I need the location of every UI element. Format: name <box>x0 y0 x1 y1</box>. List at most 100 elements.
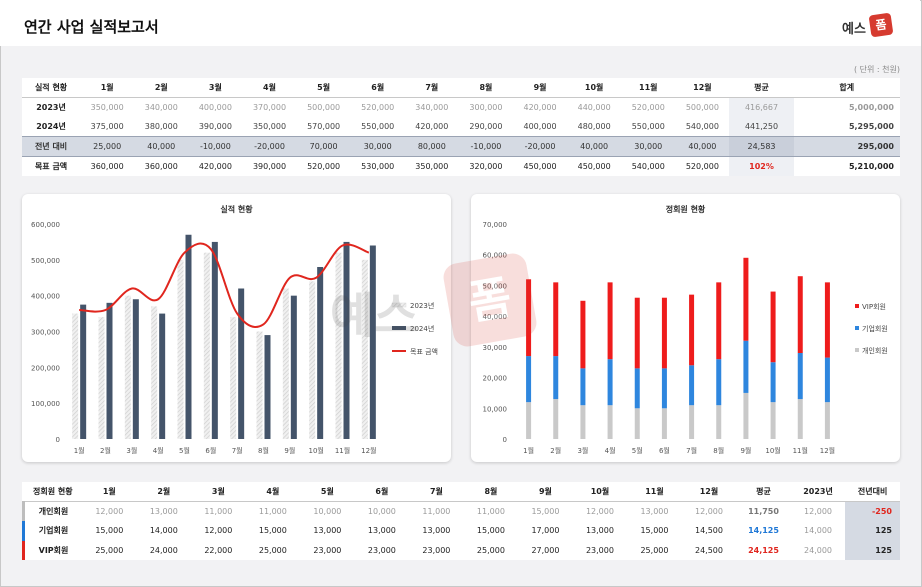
table-cell: 40,000 <box>134 136 189 157</box>
stacked-bar-segment <box>824 402 830 439</box>
stacked-bar-segment <box>607 405 613 439</box>
bar-2024 <box>264 335 271 439</box>
table-cell: 300,000 <box>469 103 503 112</box>
x-tick-label: 12월 <box>820 446 835 455</box>
stacked-bar-segment <box>770 291 776 363</box>
yoy-cell: 125 <box>845 540 900 560</box>
x-tick-label: 10월 <box>308 446 323 455</box>
member-header-cell: 9월 <box>518 482 573 502</box>
table-cell: 570,000 <box>307 122 341 131</box>
stacked-bar-segment <box>607 359 613 406</box>
stacked-bar-segment <box>797 276 803 353</box>
stacked-bar-segment <box>661 297 667 369</box>
x-tick-label: 1월 <box>523 446 534 455</box>
bar-2024 <box>106 302 113 439</box>
y-tick-label: 70,000 <box>483 221 508 229</box>
stacked-bar-segment <box>743 340 749 393</box>
average-cell: 24,125 <box>748 545 779 555</box>
bar-2023 <box>98 317 105 439</box>
table-cell: 520,000 <box>361 103 395 112</box>
row-label: 목표 금액 <box>34 161 68 171</box>
member-header-cell: 1월 <box>82 482 137 502</box>
table-cell: 420,000 <box>415 122 449 131</box>
legend-swatch-2023 <box>391 302 407 308</box>
stacked-bar-segment <box>661 408 667 439</box>
table-cell: 500,000 <box>685 103 719 112</box>
bar-2024 <box>369 245 376 439</box>
member-header-cell: 평균 <box>736 482 791 502</box>
table-cell: 12,000 <box>95 507 124 516</box>
logo-mark: 폼 <box>868 12 894 38</box>
member-header-cell: 전년대비 <box>845 482 900 502</box>
stacked-bar-segment <box>770 402 776 439</box>
stacked-bar-segment <box>580 300 586 369</box>
table-cell: 550,000 <box>361 122 395 131</box>
table-cell: 540,000 <box>631 161 665 171</box>
bar-2023 <box>72 313 79 439</box>
table-cell: 400,000 <box>523 122 557 131</box>
row-label: 전년 대비 <box>22 136 81 157</box>
member-header-cell: 10월 <box>572 482 628 502</box>
x-tick-label: 4월 <box>605 446 616 455</box>
member-header-cell: 11월 <box>627 482 682 502</box>
member-table: 정회원 현황 1월 2월 3월 4월 5월 6월 7월 8월 9월 10월 11월 12월 평균 2023년… <box>22 482 900 560</box>
table-cell: 11,000 <box>476 507 505 516</box>
total-cell: 295,000 <box>793 136 900 157</box>
row-label: 2023년 <box>36 103 66 112</box>
x-tick-label: 6월 <box>205 446 216 455</box>
member-table-row: 기업회원 15,000 14,000 12,000 15,000 13,000 13,000… <box>22 521 900 541</box>
unit-label: ( 단위 : 천원) <box>853 65 900 74</box>
total-cell: 5,210,000 <box>848 161 894 171</box>
watermark-logo: 예스 폼 <box>330 248 570 358</box>
table-cell: 12,000 <box>694 507 723 516</box>
table-cell: 23,000 <box>585 545 614 555</box>
stacked-bar-segment <box>634 368 640 409</box>
performance-header-cell: 4월 <box>242 78 297 98</box>
performance-table-row: 2023년 350,000 340,000 400,000 370,000 500,000… <box>22 97 900 117</box>
stacked-bar-segment <box>689 294 695 366</box>
member-header-cell: 정회원 현황 <box>23 482 83 502</box>
stacked-bar-segment <box>553 282 559 357</box>
stacked-bar-segment <box>743 257 749 341</box>
performance-header-cell: 7월 <box>404 78 459 98</box>
bar-2024 <box>238 288 245 439</box>
table-cell: 25,000 <box>80 136 135 157</box>
total-cell: 5,295,000 <box>848 122 894 131</box>
member-header-cell: 2월 <box>136 482 192 502</box>
y-tick-label: 500,000 <box>31 257 60 265</box>
table-cell: 520,000 <box>685 161 719 171</box>
performance-header-cell: 실적 현황 <box>22 78 81 98</box>
table-cell: 380,000 <box>144 122 178 131</box>
bar-2024 <box>185 234 192 439</box>
table-cell: -20,000 <box>513 136 568 157</box>
table-cell: 30,000 <box>350 136 405 157</box>
report-header: 연간 사업 실적보고서 예스 폼 <box>0 0 920 46</box>
table-cell: 520,000 <box>307 161 341 171</box>
total-cell: 5,000,000 <box>848 103 894 112</box>
bar-2023 <box>309 281 316 439</box>
prev-year-cell: 12,000 <box>804 507 833 516</box>
x-tick-label: 7월 <box>232 446 243 455</box>
table-cell: 30,000 <box>621 136 676 157</box>
table-cell: 24,000 <box>149 545 178 555</box>
table-cell: 13,000 <box>585 526 614 536</box>
row-label: 2024년 <box>36 122 66 131</box>
stacked-bar-segment <box>716 282 722 360</box>
x-tick-label: 1월 <box>74 446 85 455</box>
bar-2023 <box>151 306 158 439</box>
member-header-cell: 5월 <box>300 482 355 502</box>
legend-swatch <box>855 326 859 330</box>
table-cell: 13,000 <box>149 507 178 516</box>
stacked-bar-segment <box>797 399 803 439</box>
table-cell: 10,000 <box>367 507 396 516</box>
y-tick-label: 10,000 <box>483 405 508 413</box>
stacked-bar-segment <box>824 357 830 403</box>
table-cell: 350,000 <box>252 122 287 131</box>
table-cell: 70,000 <box>296 136 351 157</box>
member-header-cell: 12월 <box>681 482 737 502</box>
table-cell: 12,000 <box>585 507 614 516</box>
member-table-row: VIP회원 25,000 24,000 22,000 25,000 23,000 23,00… <box>22 540 900 560</box>
stacked-bar-segment <box>526 279 532 357</box>
stacked-bar-segment <box>580 405 586 439</box>
stacked-bar-segment <box>553 356 559 400</box>
